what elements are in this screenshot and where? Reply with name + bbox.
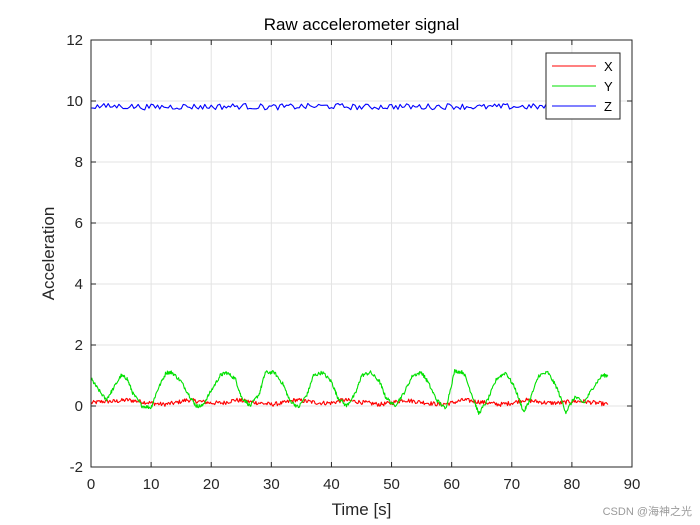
y-tick-label: 6: [75, 215, 83, 232]
series-line-z: [90, 102, 603, 111]
plot-frame: [90, 39, 633, 468]
x-tick-label: 30: [263, 476, 280, 493]
legend-label-z: Z: [604, 99, 612, 114]
y-tick-label: 8: [75, 154, 83, 171]
x-tick-label: 90: [624, 476, 641, 493]
chart-title: Raw accelerometer signal: [264, 15, 460, 34]
y-axis-label: Acceleration: [39, 207, 58, 301]
legend-label-x: X: [604, 59, 613, 74]
y-tick-label: 12: [66, 32, 83, 49]
series-line-x: [90, 397, 609, 407]
x-tick-label: 40: [323, 476, 340, 493]
x-tick-label: 70: [503, 476, 520, 493]
y-tick-label: 2: [75, 337, 83, 354]
series-layer: [90, 102, 609, 415]
ticks: [90, 39, 633, 468]
x-tick-label: 0: [87, 476, 95, 493]
legend-label-y: Y: [604, 79, 613, 94]
legend: X Y Z: [545, 52, 621, 120]
series-line-y: [90, 368, 609, 415]
y-tick-label: 0: [75, 398, 83, 415]
y-tick-label: -2: [70, 459, 83, 476]
x-axis-label: Time [s]: [332, 500, 392, 519]
x-tick-label: 80: [564, 476, 581, 493]
x-tick-label: 10: [143, 476, 160, 493]
x-tick-label: 50: [383, 476, 400, 493]
x-tick-label: 20: [203, 476, 220, 493]
y-tick-label: 4: [75, 276, 83, 293]
plot-area: [91, 40, 632, 467]
watermark: CSDN @海神之光: [602, 506, 692, 518]
x-tick-label: 60: [443, 476, 460, 493]
y-tick-label: 10: [66, 93, 83, 110]
